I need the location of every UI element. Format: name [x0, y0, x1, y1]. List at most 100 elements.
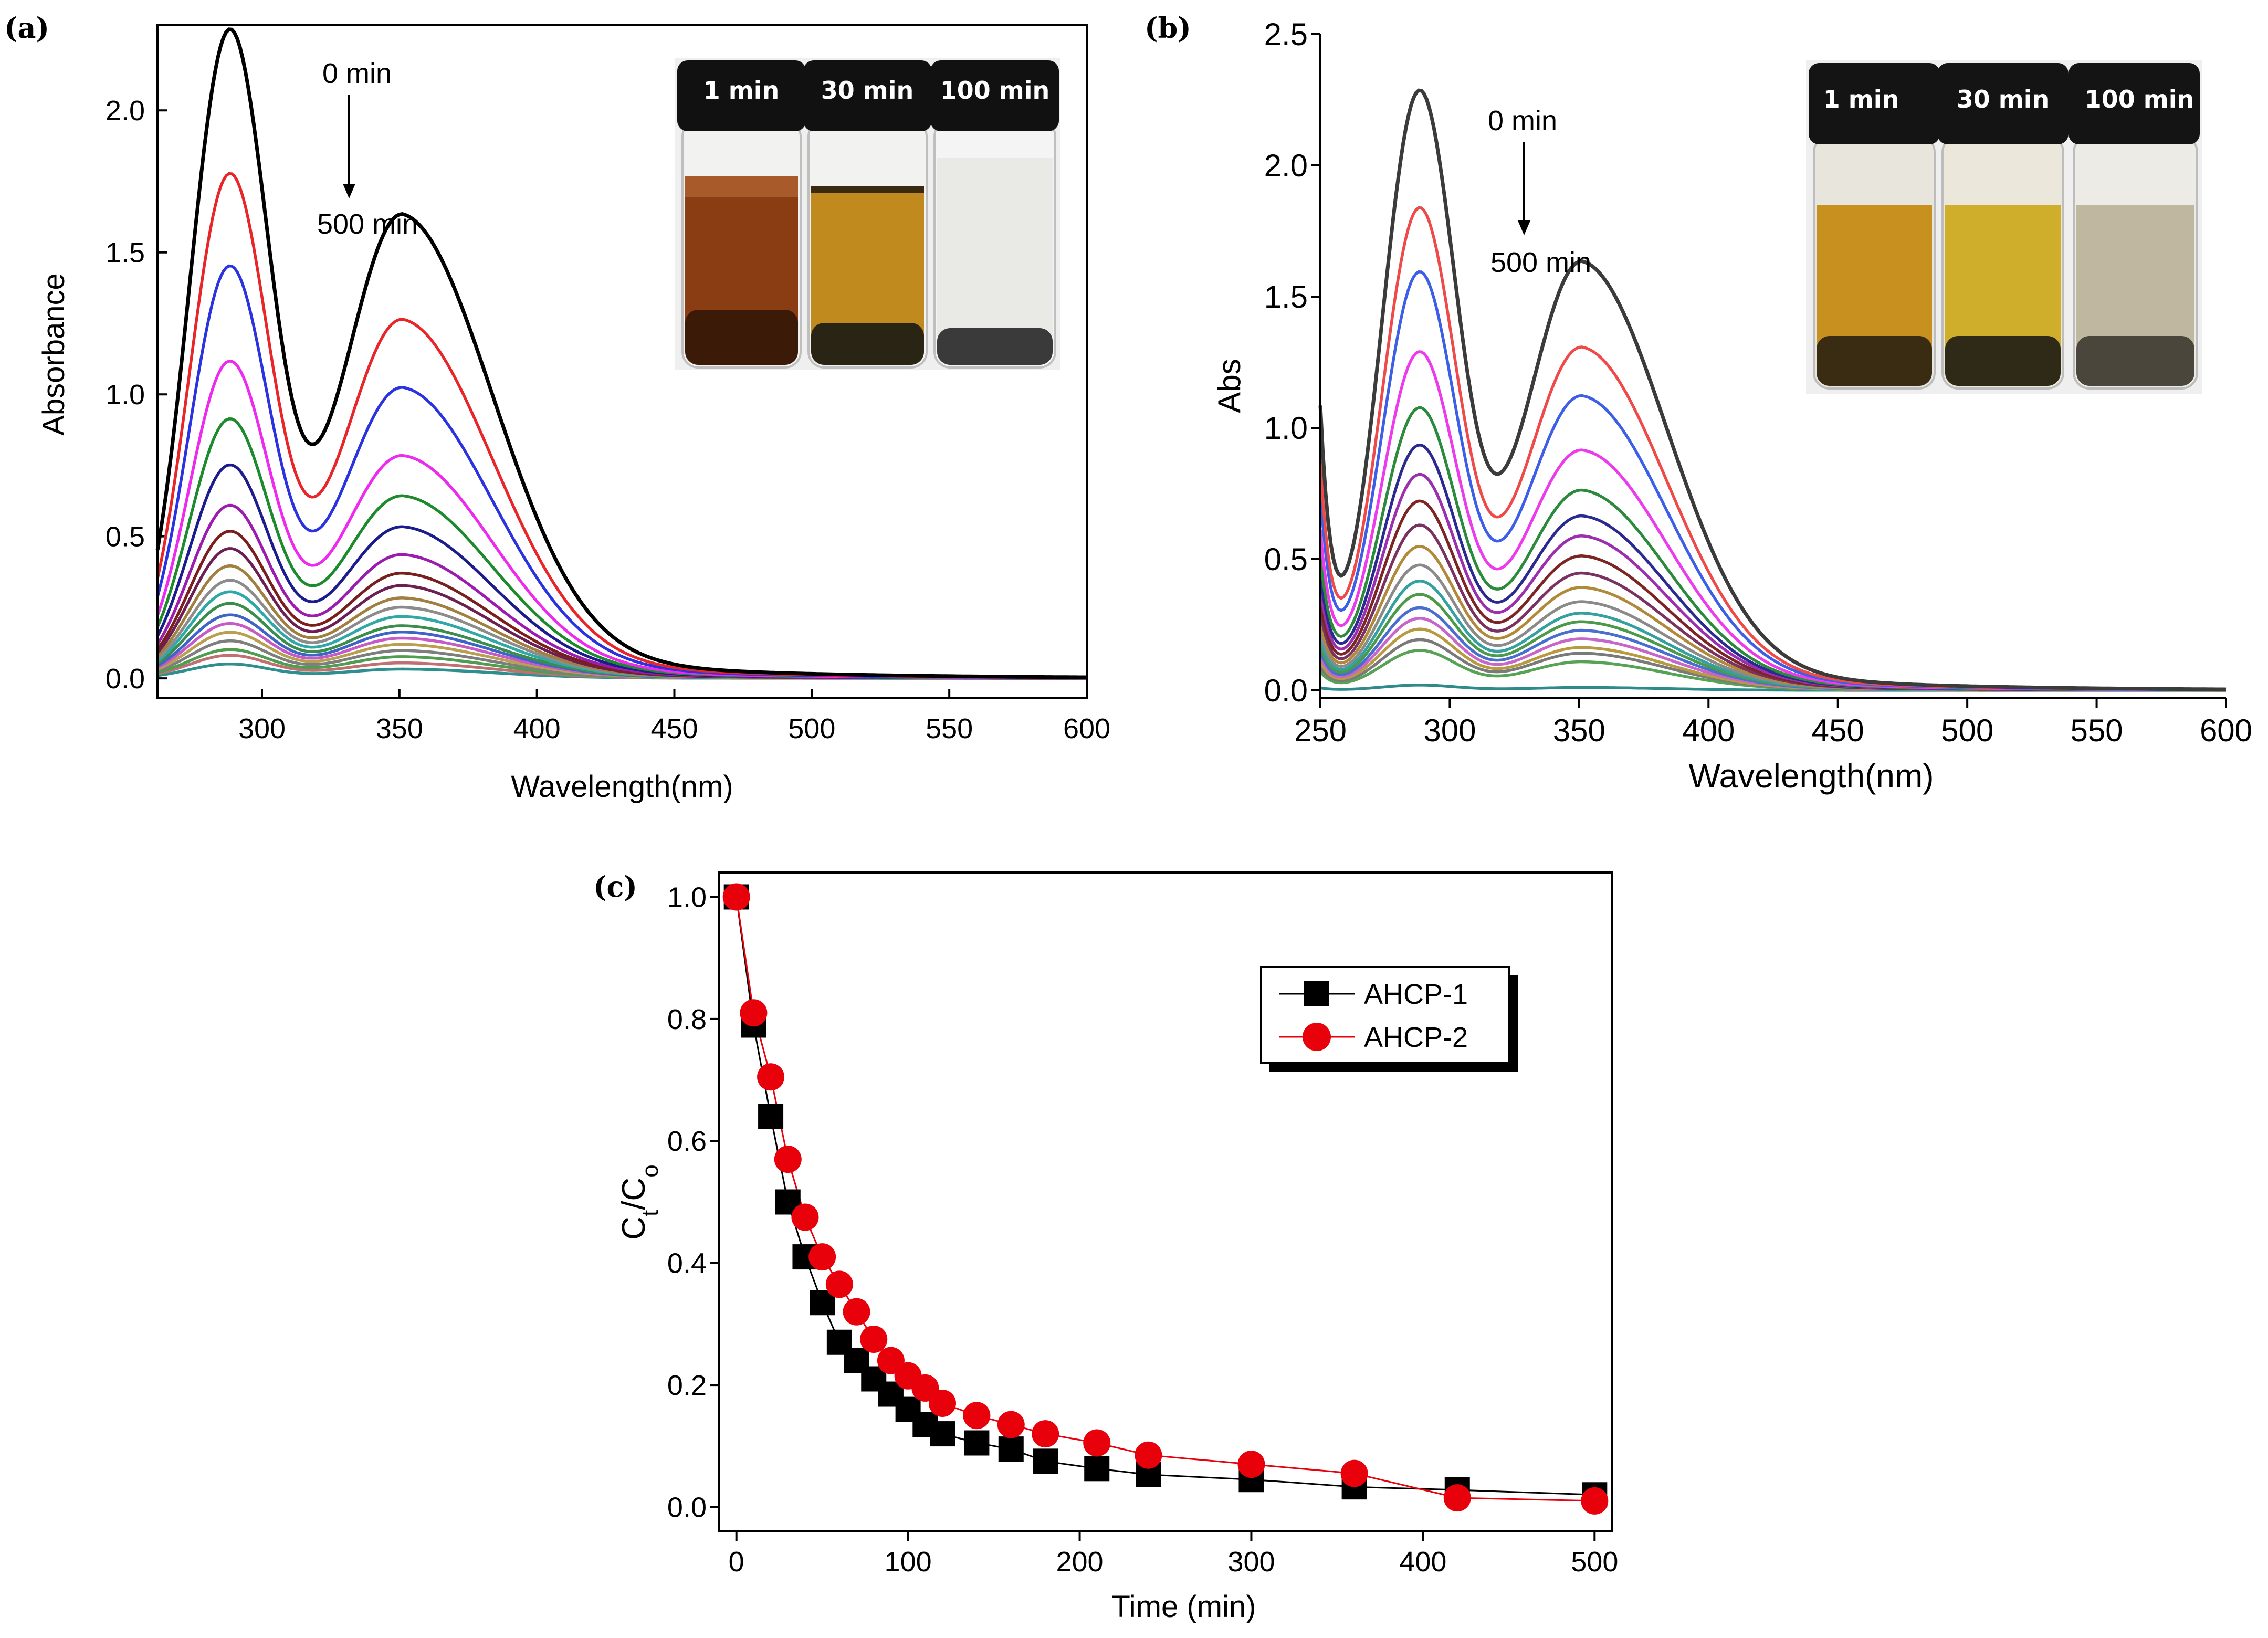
- x-tick-label: 500: [788, 713, 835, 744]
- data-point-ahcp-1: [1033, 1448, 1058, 1474]
- x-tick-label: 0: [729, 1546, 744, 1578]
- panel-a-inset-photo: 1 min 30 min 100 min: [675, 58, 1060, 370]
- x-tick-label: 350: [1553, 713, 1605, 748]
- x-tick-label: 250: [1294, 713, 1347, 748]
- y-tick-label: 1.0: [1264, 411, 1308, 446]
- panel-b-inset-photo: 1 min 30 min 100 min: [1806, 60, 2202, 394]
- y-tick-label: 1.0: [106, 379, 145, 411]
- legend-label-ahcp-1: AHCP-1: [1364, 979, 1468, 1010]
- panel-a-arrow-head: [343, 184, 355, 198]
- y-tick-label: 2.5: [1264, 17, 1308, 52]
- panel-a-curves: [155, 27, 1087, 680]
- panel-c-ticks: 0 100 200 300 400 500 0.0 0.2 0.4 0.6 0.8 1.0: [667, 881, 1618, 1578]
- panel-b-annotation-start: 0 min: [1488, 105, 1557, 136]
- data-point-ahcp-1: [930, 1421, 955, 1447]
- legend-box: [1260, 966, 1510, 1064]
- data-point-ahcp-2: [722, 883, 750, 911]
- data-point-ahcp-1: [998, 1436, 1024, 1462]
- panel-a-annotation-end: 500 min: [317, 208, 418, 240]
- data-point-ahcp-2: [1032, 1420, 1059, 1448]
- panel-b: (b) 250 300 350 400 450 500 550 600 0.0 0.5 1.0 1.5…: [1144, 11, 2252, 795]
- panel-b-curves: [1318, 88, 2227, 692]
- vial-2-label: 30 min: [821, 76, 914, 104]
- vial-3-image: [930, 60, 1059, 369]
- vial-3-image-b: [2068, 63, 2200, 390]
- panel-b-arrow-head: [1518, 220, 1530, 235]
- data-point-ahcp-2: [1237, 1451, 1265, 1478]
- vial-1-label: 1 min: [704, 76, 779, 104]
- panel-a-label: (a): [4, 11, 49, 45]
- panel-c-legend: AHCP-1 AHCP-2: [1260, 966, 1518, 1072]
- data-point-ahcp-2: [1443, 1484, 1471, 1512]
- x-tick-label: 200: [1056, 1546, 1103, 1578]
- x-tick-label: 500: [1571, 1546, 1618, 1578]
- panel-a: (a) 300 350 400 450 500 550 600 0.0 0.5 1.0 1.5 2.0…: [4, 11, 1110, 804]
- y-tick-label: 0.0: [1264, 673, 1308, 708]
- y-tick-label: 1.5: [1264, 279, 1308, 314]
- panel-c: (c) 0 100 200 300 400 500 0.0 0.2 0.4 0.6 0.8 1.0 A…: [593, 870, 1618, 1624]
- legend-marker-ahcp-2: [1303, 1023, 1331, 1051]
- y-tick-label: 0.5: [1264, 542, 1308, 577]
- vial-3-label-b: 100 min: [2085, 85, 2194, 113]
- x-tick-label: 550: [2071, 713, 2123, 748]
- data-point-ahcp-1: [964, 1430, 990, 1456]
- y-tick-label: 0.0: [667, 1492, 707, 1523]
- x-tick-label: 550: [926, 713, 973, 744]
- x-tick-label: 400: [1399, 1546, 1446, 1578]
- panel-a-x-axis-label: Wavelength(nm): [511, 770, 733, 804]
- vial-1-image-b: [1809, 63, 1940, 390]
- data-point-ahcp-2: [1581, 1487, 1609, 1515]
- y-tick-label: 0.4: [667, 1248, 707, 1279]
- panel-b-annotation-end: 500 min: [1490, 247, 1591, 278]
- x-tick-label: 350: [376, 713, 423, 744]
- x-tick-label: 450: [1812, 713, 1864, 748]
- panel-a-annotation-start: 0 min: [322, 58, 392, 89]
- data-point-ahcp-2: [825, 1270, 853, 1298]
- x-tick-label: 300: [238, 713, 286, 744]
- y-tick-label: 0.8: [667, 1004, 707, 1035]
- data-point-ahcp-1: [1084, 1456, 1110, 1482]
- x-tick-label: 300: [1227, 1546, 1275, 1578]
- data-point-ahcp-2: [757, 1063, 785, 1091]
- y-tick-label: 2.0: [106, 95, 145, 127]
- x-tick-label: 400: [513, 713, 561, 744]
- x-tick-label: 600: [1063, 713, 1110, 744]
- x-tick-label: 500: [1941, 713, 1993, 748]
- panel-c-y-axis-label: Ct/Co: [616, 1164, 663, 1240]
- x-tick-label: 100: [885, 1546, 932, 1578]
- legend-marker-ahcp-1: [1304, 981, 1329, 1006]
- y-tick-label: 0.5: [106, 521, 145, 553]
- panel-b-label: (b): [1144, 11, 1191, 45]
- spectrum-curve: [1318, 88, 2227, 691]
- y-tick-label: 2.0: [1264, 148, 1308, 183]
- data-point-ahcp-2: [808, 1243, 836, 1271]
- y-tick-label: 0.0: [106, 663, 145, 695]
- vial-1-label-b: 1 min: [1823, 85, 1899, 113]
- y-tick-label: 1.5: [106, 237, 145, 269]
- legend-label-ahcp-2: AHCP-2: [1364, 1022, 1468, 1053]
- y-tick-label: 0.2: [667, 1370, 707, 1401]
- y-tick-label: 0.6: [667, 1126, 707, 1157]
- panel-c-x-axis-label: Time (min): [1112, 1590, 1256, 1624]
- panel-b-ticks: 250 300 350 400 450 500 550 600 0.0 0.5 1.0 1.5 2.0 2…: [1264, 17, 2252, 748]
- vial-2-label-b: 30 min: [1957, 85, 2049, 113]
- x-tick-label: 300: [1423, 713, 1476, 748]
- vial-3-label: 100 min: [940, 76, 1049, 104]
- panel-b-y-axis-label: Abs: [1212, 359, 1247, 413]
- y-tick-label: 1.0: [667, 881, 707, 913]
- data-point-ahcp-2: [791, 1203, 819, 1231]
- panel-c-series-markers: [722, 883, 1609, 1515]
- data-point-ahcp-2: [1340, 1460, 1368, 1487]
- data-point-ahcp-2: [740, 999, 768, 1027]
- panel-a-y-axis-label: Absorbance: [37, 273, 71, 436]
- data-point-ahcp-2: [774, 1146, 802, 1173]
- x-tick-label: 400: [1682, 713, 1735, 748]
- x-tick-label: 450: [650, 713, 698, 744]
- panel-c-label: (c): [593, 870, 637, 904]
- panel-a-ticks: 300 350 400 450 500 550 600 0.0 0.5 1.0 1.5 2.0: [106, 95, 1110, 744]
- vial-2-image-b: [1937, 63, 2068, 390]
- data-point-ahcp-1: [758, 1104, 784, 1129]
- data-point-ahcp-2: [963, 1402, 991, 1430]
- vial-2-image: [803, 60, 932, 369]
